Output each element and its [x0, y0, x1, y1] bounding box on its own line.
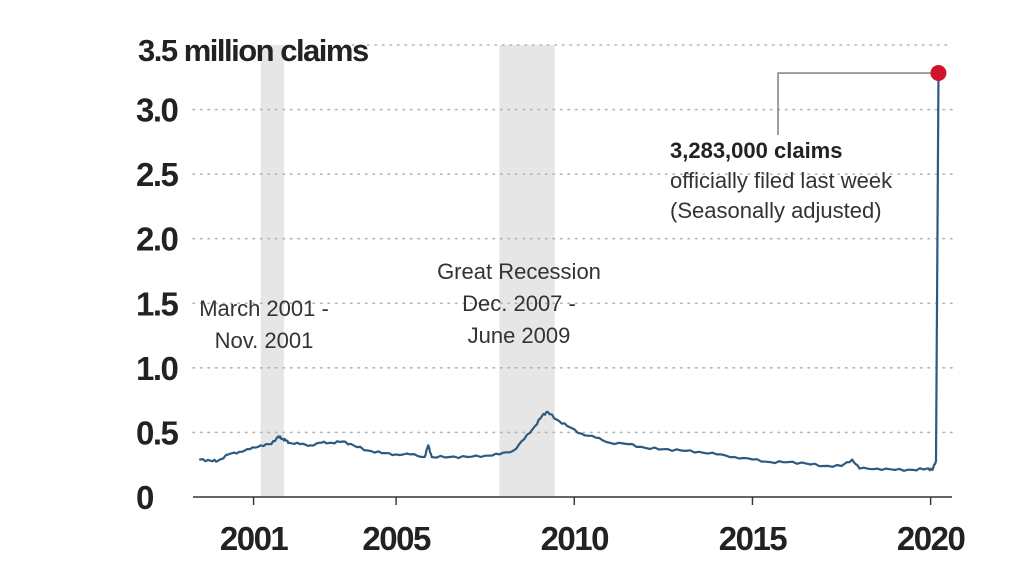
recession-label-line: June 2009: [468, 323, 571, 348]
y-tick-label: 3.0: [136, 92, 178, 129]
recession-band-0: [260, 45, 284, 497]
gridlines: [192, 44, 953, 434]
y-tick-labels: 3.0 2.5 2.0 1.5 1.0 0.5 0: [136, 92, 180, 516]
y-tick-label: 2.0: [136, 221, 178, 258]
y-tick-label: 2.5: [136, 156, 179, 193]
callout: 3,283,000 claims officially filed last we…: [670, 65, 947, 223]
x-tick-label: 2001: [220, 520, 289, 557]
series-line: [199, 71, 940, 472]
y-tick-label: 1.0: [136, 350, 178, 387]
recession-shades: [260, 45, 555, 497]
x-axis: [193, 496, 952, 505]
x-tick-label: 2005: [362, 520, 431, 557]
recession-label-line: Dec. 2007 -: [462, 291, 576, 316]
recession-label-line: Nov. 2001: [215, 328, 314, 353]
callout-leader-line: [777, 72, 935, 136]
x-tick-label: 2015: [719, 520, 788, 557]
y-axis-label: 3.5 million claims: [138, 33, 368, 68]
highlight-point: [930, 65, 947, 82]
y-tick-label: 0: [136, 479, 153, 516]
recession-labels: March 2001 - Nov. 2001 Great Recession Dec.…: [199, 259, 601, 353]
x-tick-label: 2010: [541, 520, 609, 557]
recession-label-line: Great Recession: [437, 259, 601, 284]
recession-band-1: [499, 45, 555, 497]
y-tick-label: 0.5: [136, 414, 179, 451]
recession-label-line: March 2001 -: [199, 296, 329, 321]
x-tick-labels: 2001 2005 2010 2015 2020: [220, 520, 966, 557]
callout-text-line: 3,283,000 claims: [670, 138, 842, 163]
callout-text-line: (Seasonally adjusted): [670, 198, 882, 223]
x-tick-label: 2020: [897, 520, 965, 557]
callout-text-line: officially filed last week: [670, 168, 893, 193]
y-tick-label: 1.5: [136, 285, 179, 322]
series-group: [199, 71, 940, 472]
